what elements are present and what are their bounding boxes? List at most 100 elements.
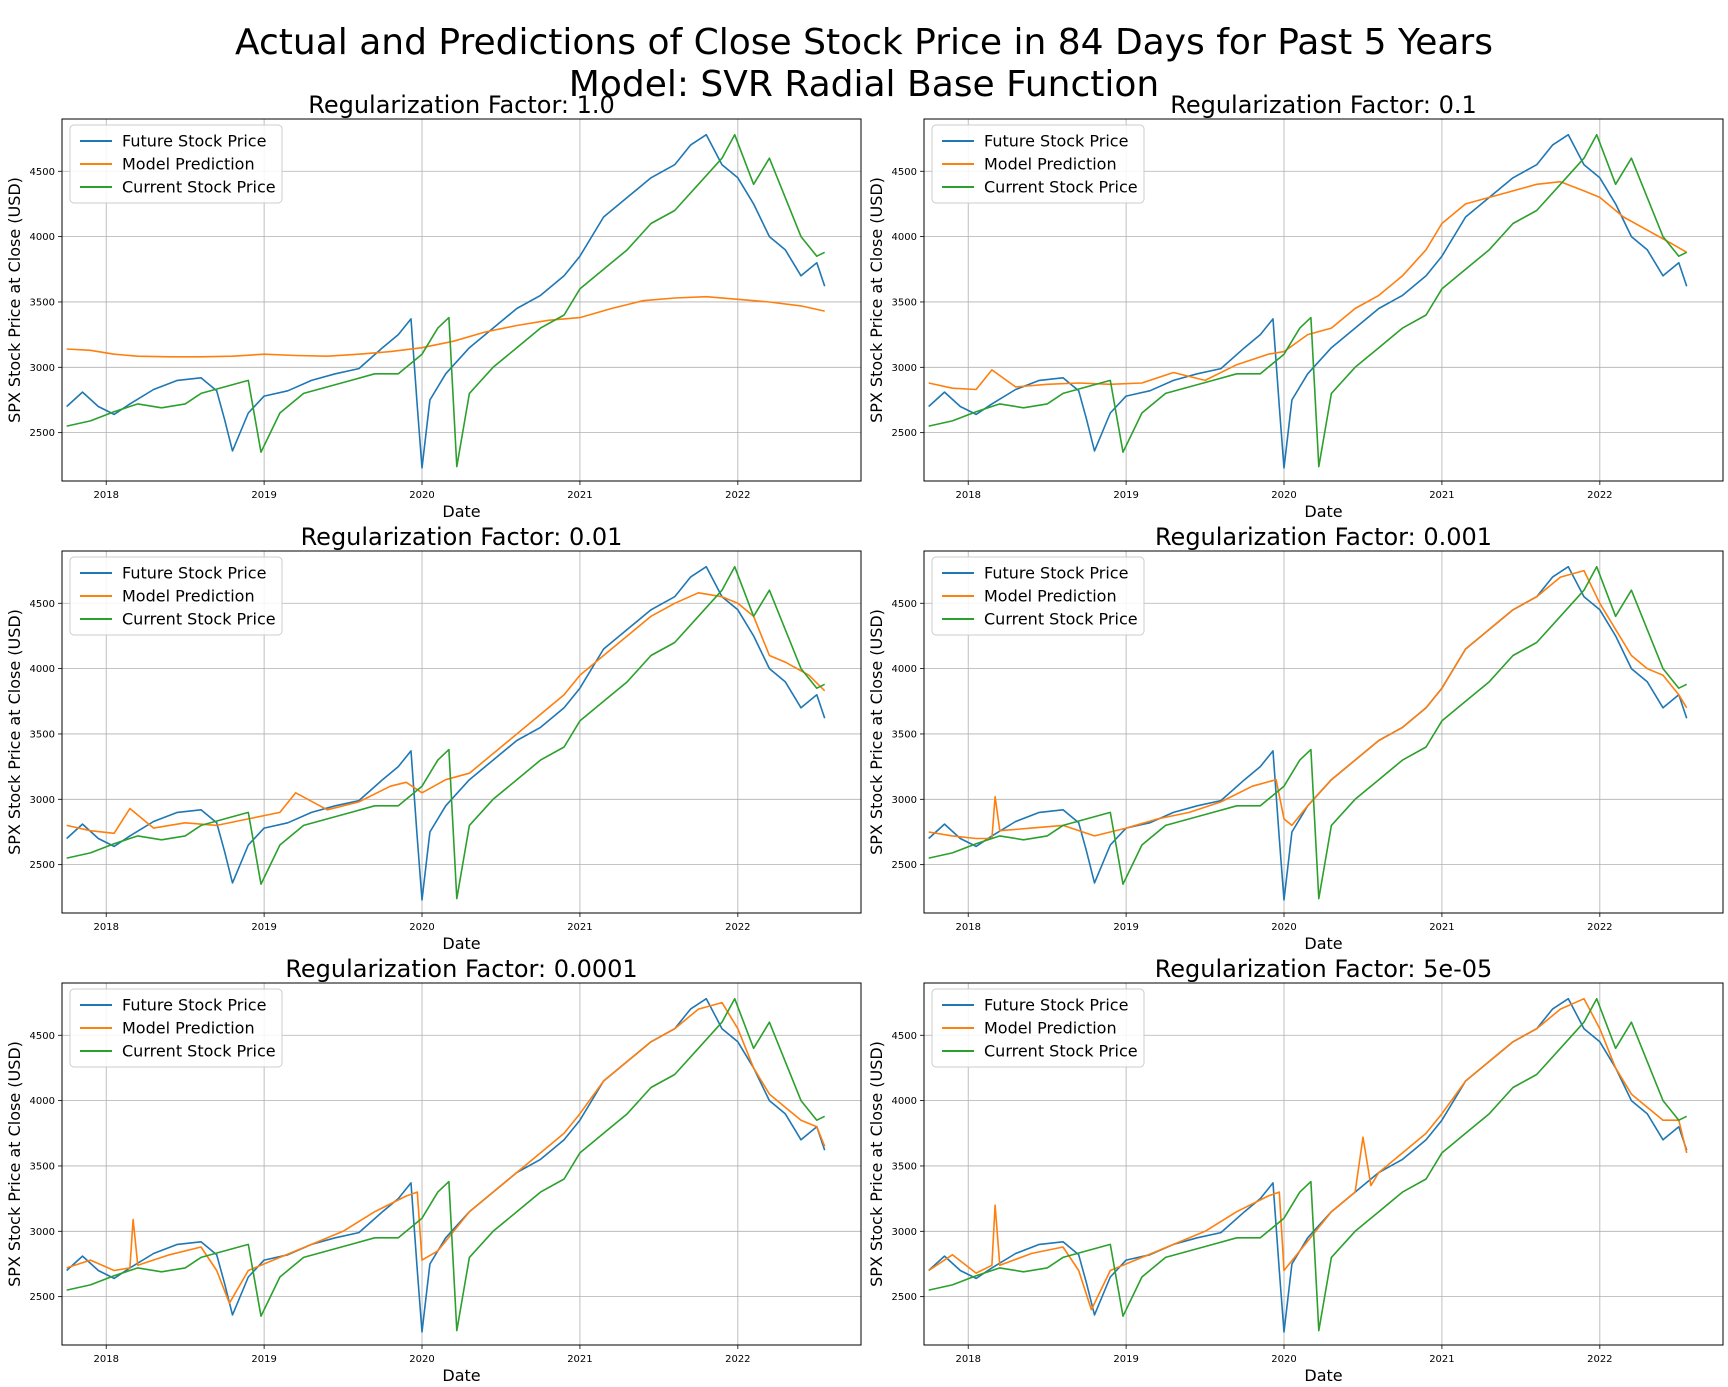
x-tick-label: 2018 xyxy=(93,922,118,933)
x-tick-label: 2022 xyxy=(1587,1354,1612,1365)
x-tick-label: 2020 xyxy=(1271,1354,1296,1365)
x-axis-label: Date xyxy=(442,1366,480,1385)
y-axis-label: SPX Stock Price at Close (USD) xyxy=(867,177,886,423)
x-tick-label: 2018 xyxy=(955,490,980,501)
legend-entry: Current Stock Price xyxy=(984,1042,1138,1061)
series-line-future-stock-price xyxy=(66,565,826,901)
legend-entry: Current Stock Price xyxy=(122,1042,276,1061)
legend: Future Stock Price Model Prediction Curren… xyxy=(69,988,283,1068)
series-line-model-prediction xyxy=(66,591,826,835)
x-tick-label: 2021 xyxy=(567,1354,592,1365)
y-tick-label: 3000 xyxy=(30,1227,55,1238)
series-line-future-stock-price xyxy=(928,133,1688,469)
legend-entry: Current Stock Price xyxy=(984,178,1138,197)
y-axis-label: SPX Stock Price at Close (USD) xyxy=(5,177,24,423)
y-tick-label: 4500 xyxy=(30,1031,55,1042)
y-tick-label: 4000 xyxy=(892,1096,917,1107)
subplot-title: Regularization Factor: 0.0001 xyxy=(285,955,637,983)
x-tick-label: 2021 xyxy=(1429,1354,1454,1365)
subplot-title: Regularization Factor: 0.01 xyxy=(301,523,623,551)
x-tick-label: 2019 xyxy=(1113,490,1138,501)
plot-frame xyxy=(61,550,862,914)
legend-box xyxy=(69,124,283,204)
legend-entry: Model Prediction xyxy=(984,587,1117,606)
x-tick-label: 2019 xyxy=(251,1354,276,1365)
legend: Future Stock Price Model Prediction Curren… xyxy=(931,556,1145,636)
series-line-future-stock-price xyxy=(66,133,826,469)
y-tick-label: 4500 xyxy=(892,167,917,178)
legend-entry: Future Stock Price xyxy=(122,996,266,1015)
x-tick-label: 2022 xyxy=(725,490,750,501)
x-axis-label: Date xyxy=(442,502,480,521)
y-tick-label: 3000 xyxy=(892,795,917,806)
plot-frame xyxy=(61,118,862,482)
y-tick-label: 2500 xyxy=(30,1292,55,1303)
subplot-title: Regularization Factor: 1.0 xyxy=(308,91,615,119)
legend: Future Stock Price Model Prediction Curren… xyxy=(69,124,283,204)
series-line-current-stock-price xyxy=(928,133,1688,468)
y-tick-label: 4000 xyxy=(892,664,917,675)
plot-frame xyxy=(923,982,1724,1346)
legend-box xyxy=(69,988,283,1068)
x-axis-label: Date xyxy=(1304,934,1342,953)
x-tick-label: 2020 xyxy=(409,1354,434,1365)
legend-entry: Model Prediction xyxy=(984,155,1117,174)
x-tick-label: 2019 xyxy=(251,922,276,933)
legend-entry: Future Stock Price xyxy=(984,132,1128,151)
y-axis-label: SPX Stock Price at Close (USD) xyxy=(5,1041,24,1287)
y-tick-label: 2500 xyxy=(892,428,917,439)
series-line-model-prediction xyxy=(66,1001,826,1304)
subplot-5: 2018 2019 2020 2021 2022 2500 3000 3500 4000 4500… xyxy=(5,955,862,1385)
subplot-4: 2018 2019 2020 2021 2022 2500 3000 3500 4000 4500… xyxy=(867,523,1724,953)
y-tick-label: 2500 xyxy=(892,860,917,871)
legend-box xyxy=(931,556,1145,636)
legend-entry: Current Stock Price xyxy=(984,610,1138,629)
plot-frame xyxy=(923,550,1724,914)
subplot-2: 2018 2019 2020 2021 2022 2500 3000 3500 4000 4500… xyxy=(867,91,1724,521)
y-tick-label: 3500 xyxy=(30,297,55,308)
subplot-title: Regularization Factor: 0.001 xyxy=(1155,523,1492,551)
series-line-current-stock-price xyxy=(928,997,1688,1332)
legend-entry: Future Stock Price xyxy=(984,564,1128,583)
legend-entry: Future Stock Price xyxy=(122,132,266,151)
y-tick-label: 2500 xyxy=(30,860,55,871)
x-tick-label: 2019 xyxy=(1113,922,1138,933)
subplot-1: 2018 2019 2020 2021 2022 2500 3000 3500 4000 4500… xyxy=(5,91,862,521)
y-tick-label: 4500 xyxy=(30,167,55,178)
legend-entry: Future Stock Price xyxy=(122,564,266,583)
y-tick-label: 4000 xyxy=(30,232,55,243)
series-line-future-stock-price xyxy=(66,997,826,1333)
subplot-title: Regularization Factor: 5e-05 xyxy=(1155,955,1493,983)
x-tick-label: 2018 xyxy=(93,490,118,501)
y-tick-label: 4000 xyxy=(30,664,55,675)
x-tick-label: 2020 xyxy=(1271,490,1296,501)
legend-entry: Model Prediction xyxy=(984,1019,1117,1038)
x-tick-label: 2018 xyxy=(955,1354,980,1365)
series-line-current-stock-price xyxy=(66,133,826,468)
series-line-future-stock-price xyxy=(928,565,1688,901)
series-line-model-prediction xyxy=(928,180,1688,391)
subplot-title: Regularization Factor: 0.1 xyxy=(1170,91,1477,119)
x-tick-label: 2020 xyxy=(409,922,434,933)
y-tick-label: 4500 xyxy=(892,599,917,610)
legend: Future Stock Price Model Prediction Curren… xyxy=(931,124,1145,204)
y-tick-label: 2500 xyxy=(892,1292,917,1303)
y-tick-label: 3000 xyxy=(892,363,917,374)
x-tick-label: 2020 xyxy=(1271,922,1296,933)
x-tick-label: 2021 xyxy=(1429,922,1454,933)
figure-title-line2: Model: SVR Radial Base Function xyxy=(569,64,1159,105)
legend-box xyxy=(931,988,1145,1068)
series-line-current-stock-price xyxy=(928,565,1688,900)
series-line-current-stock-price xyxy=(66,565,826,900)
series-line-current-stock-price xyxy=(66,997,826,1332)
series-line-model-prediction xyxy=(66,295,825,358)
plot-frame xyxy=(923,118,1724,482)
legend-entry: Current Stock Price xyxy=(122,178,276,197)
y-tick-label: 3500 xyxy=(892,297,917,308)
legend-entry: Future Stock Price xyxy=(984,996,1128,1015)
legend: Future Stock Price Model Prediction Curren… xyxy=(69,556,283,636)
x-axis-label: Date xyxy=(1304,1366,1342,1385)
y-tick-label: 3500 xyxy=(892,1161,917,1172)
plot-frame xyxy=(61,982,862,1346)
x-axis-label: Date xyxy=(1304,502,1342,521)
